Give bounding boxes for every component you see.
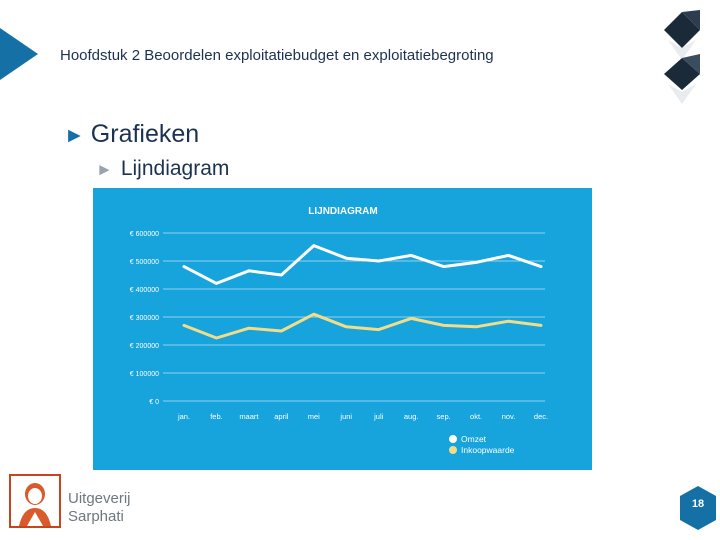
legend-marker-omzet [449, 435, 457, 443]
sub-bullet-arrow-icon: ► [96, 160, 113, 179]
heading-grafieken-text: Grafieken [90, 120, 200, 148]
series-line-omzet [182, 244, 543, 285]
line-chart: LIJNDIAGRAM € 0 € 100000 € 200000 € 300000 €… [93, 188, 592, 470]
page-number-badge: 18 [680, 486, 720, 532]
line-chart-svg: LIJNDIAGRAM € 0 € 100000 € 200000 € 300000 €… [130, 206, 548, 455]
page-number: 18 [691, 498, 705, 510]
x-tick-label: aug. [404, 412, 419, 421]
page-number-hexagon-icon [680, 486, 716, 530]
x-tick-label: juni [339, 412, 352, 421]
slide-corner-triangle [0, 28, 38, 80]
legend-label-omzet: Omzet [461, 434, 487, 444]
y-tick-label: € 200000 [130, 343, 159, 350]
portrait-icon [11, 476, 59, 526]
y-tick-label: € 0 [149, 399, 159, 406]
subheading-lijndiagram: ► Lijndiagram [96, 157, 229, 181]
x-tick-label: okt. [470, 412, 482, 421]
publisher-line-2: Sarphati [68, 508, 124, 525]
chapter-title: Hoofdstuk 2 Beoordelen exploitatiebudget… [60, 47, 494, 64]
y-tick-label: € 500000 [130, 259, 159, 266]
heading-grafieken: ► Grafieken [64, 120, 199, 149]
subheading-lijndiagram-text: Lijndiagram [120, 157, 230, 180]
x-tick-label: juli [373, 412, 384, 421]
x-tick-label: mei [308, 412, 320, 421]
hexagon-decoration-icon [664, 10, 700, 104]
publisher-logo-icon [9, 474, 61, 528]
bullet-arrow-icon: ► [64, 124, 85, 147]
x-tick-label: april [274, 412, 289, 421]
legend-marker-inkoopwaarde [449, 446, 457, 454]
x-tick-label: nov. [502, 412, 516, 421]
x-tick-label: jan. [177, 412, 190, 421]
legend-label-inkoopwaarde: Inkoopwaarde [461, 445, 515, 455]
publisher-name: Uitgeverij Sarphati [68, 490, 131, 526]
y-tick-label: € 300000 [130, 315, 159, 322]
x-tick-label: sep. [437, 412, 451, 421]
y-tick-label: € 100000 [130, 371, 159, 378]
x-tick-label: maart [239, 412, 259, 421]
y-tick-label: € 600000 [130, 231, 159, 238]
series-line-inkoopwaarde [182, 312, 543, 340]
y-tick-label: € 400000 [130, 287, 159, 294]
x-tick-label: feb. [210, 412, 223, 421]
x-tick-label: dec. [534, 412, 548, 421]
chart-title: LIJNDIAGRAM [308, 206, 377, 217]
publisher-line-1: Uitgeverij [68, 490, 131, 507]
